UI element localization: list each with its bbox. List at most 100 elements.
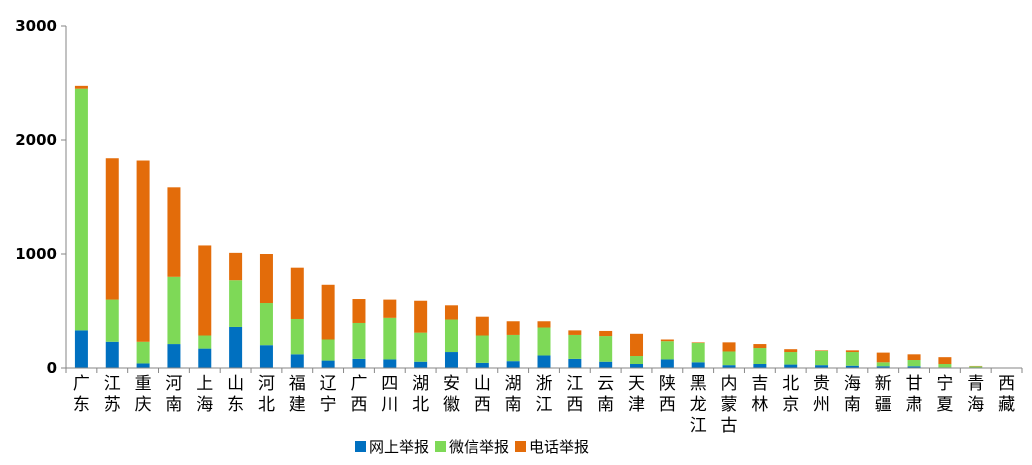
bar-segment-陕西-电话举报 <box>660 339 674 342</box>
y-tick-label: 1000 <box>15 245 57 263</box>
bars-layer <box>74 85 1014 368</box>
bar-segment-北京-网上举报 <box>784 364 798 368</box>
legend-item-网上举报: 网上举报 <box>355 438 429 456</box>
legend-item-微信举报: 微信举报 <box>435 438 509 456</box>
bar-segment-吉林-电话举报 <box>753 344 767 349</box>
bar-segment-宁夏-电话举报 <box>938 357 952 365</box>
bar-segment-江苏-网上举报 <box>105 341 119 368</box>
bar-segment-辽宁-网上举报 <box>321 360 335 368</box>
bar-segment-陕西-微信举报 <box>660 341 674 360</box>
x-category-label: 湖北 <box>412 374 429 415</box>
bar-segment-宁夏-微信举报 <box>938 364 952 368</box>
x-category-label: 海南 <box>844 374 861 415</box>
x-category-label: 四川 <box>381 374 398 415</box>
bar-segment-海南-网上举报 <box>845 365 859 368</box>
x-category-label: 河北 <box>258 374 275 415</box>
bar-segment-福建-微信举报 <box>290 318 304 355</box>
bar-segment-山西-电话举报 <box>475 316 489 336</box>
bar-segment-江西-微信举报 <box>568 334 582 359</box>
x-category-label: 重庆 <box>135 374 152 415</box>
x-category-label: 内蒙古 <box>721 374 738 436</box>
x-category-label: 新疆 <box>875 374 892 415</box>
bar-segment-江西-网上举报 <box>568 358 582 368</box>
labels-layer: 0 1000 2000 3000 广东江苏重庆河南上海山东河北福建辽宁广西四川湖北安徽山… <box>15 17 1015 436</box>
bar-segment-吉林-网上举报 <box>753 364 767 368</box>
bar-segment-陕西-网上举报 <box>660 359 674 368</box>
bar-segment-广西-网上举报 <box>352 358 366 368</box>
legend-swatch <box>355 441 366 452</box>
x-category-label: 甘肃 <box>906 374 923 415</box>
bar-segment-安徽-网上举报 <box>444 352 458 368</box>
bar-segment-重庆-电话举报 <box>136 160 150 342</box>
bar-segment-北京-微信举报 <box>784 352 798 365</box>
bar-segment-河南-网上举报 <box>167 344 181 368</box>
x-category-label: 西藏 <box>998 374 1015 415</box>
bar-segment-黑龙江-网上举报 <box>691 362 705 368</box>
legend-label: 微信举报 <box>449 438 509 456</box>
x-category-label: 宁夏 <box>936 374 953 415</box>
bar-segment-湖南-电话举报 <box>506 321 520 335</box>
bar-segment-云南-电话举报 <box>599 330 613 337</box>
bar-segment-海南-电话举报 <box>845 350 859 353</box>
bar-segment-山东-微信举报 <box>229 280 243 327</box>
x-category-label: 江苏 <box>104 374 121 415</box>
bar-segment-福建-网上举报 <box>290 354 304 368</box>
bar-segment-天津-微信举报 <box>630 356 644 365</box>
legend: 网上举报 微信举报 电话举报 <box>355 438 589 456</box>
bar-segment-青海-微信举报 <box>969 366 983 368</box>
x-category-label: 山东 <box>227 374 244 415</box>
bar-segment-河北-电话举报 <box>259 254 273 304</box>
bar-segment-内蒙古-电话举报 <box>722 342 736 352</box>
bar-segment-湖北-微信举报 <box>414 332 428 362</box>
bar-segment-云南-微信举报 <box>599 336 613 362</box>
bar-segment-新疆-微信举报 <box>876 362 890 367</box>
x-category-label: 天津 <box>628 374 645 415</box>
x-category-label: 广东 <box>73 374 90 415</box>
bar-segment-广西-电话举报 <box>352 299 366 323</box>
bar-segment-浙江-微信举报 <box>537 327 551 356</box>
bar-segment-山东-网上举报 <box>229 326 243 368</box>
x-category-label: 广西 <box>350 374 367 415</box>
x-category-label: 陕西 <box>659 374 676 415</box>
bar-segment-山东-电话举报 <box>229 252 243 281</box>
bar-segment-河北-网上举报 <box>259 345 273 368</box>
bar-segment-贵州-电话举报 <box>815 350 829 351</box>
bar-segment-江苏-微信举报 <box>105 299 119 342</box>
bar-segment-安徽-电话举报 <box>444 305 458 320</box>
bar-segment-天津-电话举报 <box>630 333 644 357</box>
x-category-label: 河南 <box>165 374 182 415</box>
legend-swatch <box>435 441 446 452</box>
bar-segment-河南-微信举报 <box>167 276 181 345</box>
x-category-label: 福建 <box>289 374 306 415</box>
bar-segment-贵州-微信举报 <box>815 350 829 366</box>
bar-segment-山西-微信举报 <box>475 335 489 363</box>
y-tick-label: 2000 <box>15 131 57 149</box>
x-category-label: 贵州 <box>813 374 830 415</box>
bar-segment-上海-微信举报 <box>198 335 212 349</box>
bar-segment-甘肃-电话举报 <box>907 354 921 361</box>
bar-segment-黑龙江-电话举报 <box>691 342 705 343</box>
bar-segment-北京-电话举报 <box>784 349 798 353</box>
bar-segment-贵州-网上举报 <box>815 365 829 368</box>
bar-segment-重庆-微信举报 <box>136 341 150 364</box>
bar-segment-浙江-电话举报 <box>537 321 551 328</box>
x-category-label: 上海 <box>196 374 213 415</box>
x-category-label: 浙江 <box>536 374 553 415</box>
bar-segment-甘肃-网上举报 <box>907 366 921 368</box>
legend-item-电话举报: 电话举报 <box>515 438 589 456</box>
bar-segment-辽宁-电话举报 <box>321 284 335 340</box>
x-category-label: 安徽 <box>443 374 460 415</box>
bar-segment-海南-微信举报 <box>845 352 859 366</box>
bar-segment-新疆-电话举报 <box>876 352 890 363</box>
x-category-label: 山西 <box>474 374 491 415</box>
bar-segment-四川-微信举报 <box>383 317 397 360</box>
bar-segment-广东-网上举报 <box>74 330 88 368</box>
x-category-label: 北京 <box>782 374 799 415</box>
axes-layer <box>61 25 1023 373</box>
bar-segment-福建-电话举报 <box>290 267 304 319</box>
bar-segment-河南-电话举报 <box>167 187 181 277</box>
bar-segment-广东-微信举报 <box>74 88 88 331</box>
bar-segment-甘肃-微信举报 <box>907 360 921 367</box>
bar-segment-内蒙古-网上举报 <box>722 365 736 368</box>
